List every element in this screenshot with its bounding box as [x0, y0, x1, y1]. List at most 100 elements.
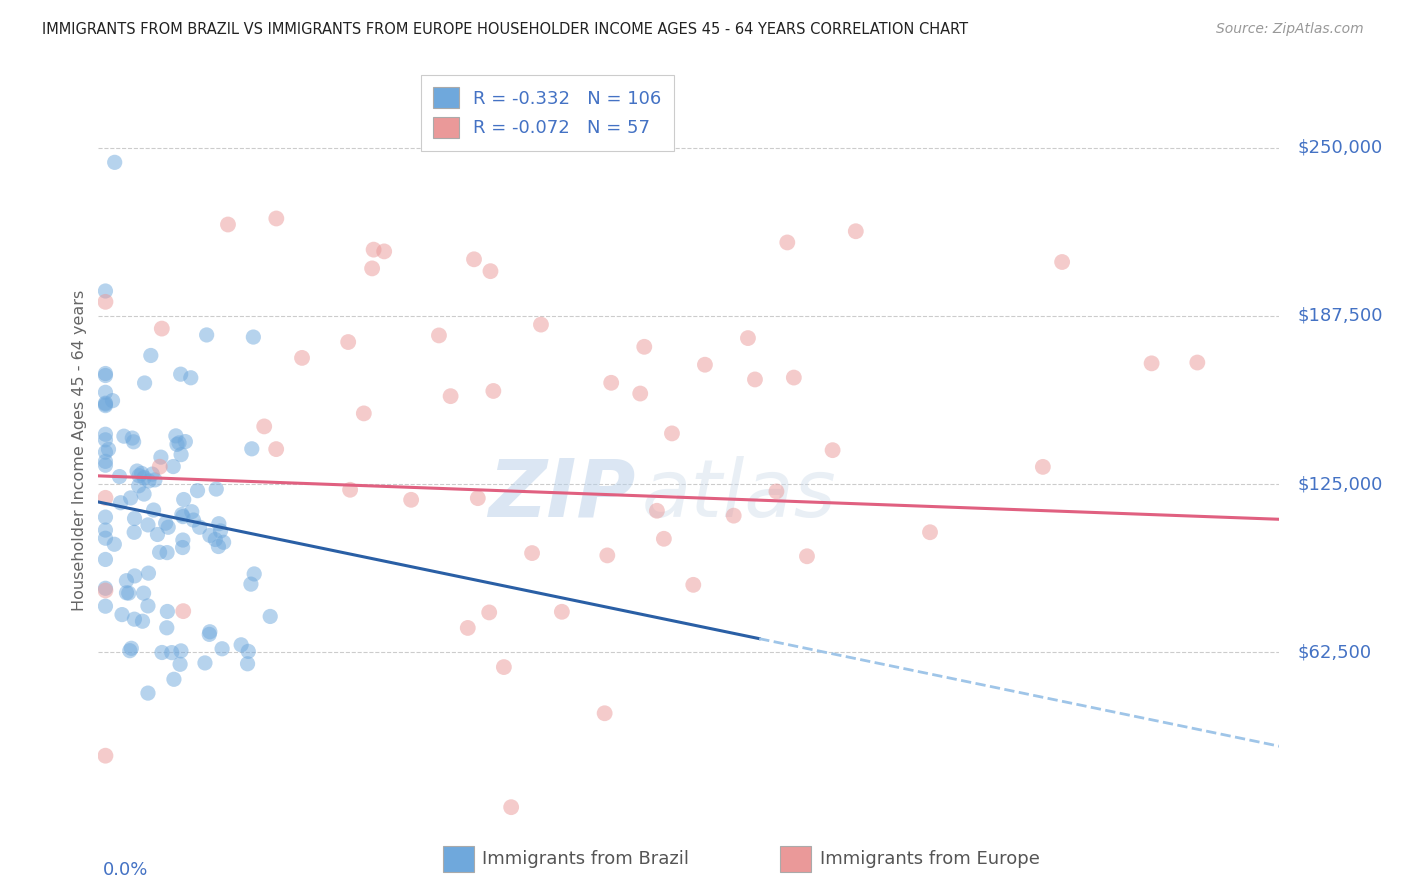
- Point: [467, 491, 489, 505]
- Point: [141, 467, 163, 481]
- Point: [120, 491, 142, 505]
- Point: [134, 376, 156, 390]
- Point: [131, 614, 153, 628]
- Point: [628, 386, 651, 401]
- Point: [399, 492, 422, 507]
- Point: [156, 546, 179, 560]
- Point: [1050, 255, 1073, 269]
- Point: [124, 569, 146, 583]
- Bar: [780, 846, 811, 872]
- Point: [94, 284, 117, 298]
- Text: Immigrants from Brazil: Immigrants from Brazil: [482, 850, 689, 868]
- Point: [110, 496, 132, 510]
- Point: [501, 800, 523, 814]
- Point: [243, 566, 266, 581]
- Point: [104, 155, 127, 169]
- Point: [530, 318, 553, 332]
- Point: [108, 469, 131, 483]
- Point: [149, 545, 172, 559]
- Point: [291, 351, 314, 365]
- Point: [101, 393, 124, 408]
- Point: [94, 491, 117, 505]
- Point: [173, 492, 195, 507]
- Point: [132, 586, 155, 600]
- Point: [94, 582, 117, 596]
- Point: [155, 516, 177, 530]
- Point: [160, 646, 183, 660]
- Text: atlas: atlas: [641, 456, 837, 534]
- Point: [94, 399, 117, 413]
- Point: [551, 605, 574, 619]
- Text: $62,500: $62,500: [1298, 643, 1371, 661]
- Point: [600, 376, 623, 390]
- Point: [205, 482, 228, 496]
- Point: [162, 459, 184, 474]
- Point: [195, 328, 218, 343]
- Point: [821, 443, 844, 458]
- Point: [172, 509, 194, 524]
- Point: [633, 340, 655, 354]
- Point: [128, 468, 150, 483]
- Point: [198, 627, 221, 641]
- Point: [170, 644, 193, 658]
- Point: [240, 442, 263, 456]
- Point: [373, 244, 395, 259]
- Point: [172, 533, 194, 547]
- Point: [492, 660, 515, 674]
- Point: [259, 609, 281, 624]
- Point: [479, 264, 502, 278]
- Point: [198, 528, 221, 542]
- Point: [112, 429, 135, 443]
- Point: [242, 330, 264, 344]
- Point: [139, 349, 162, 363]
- Point: [209, 524, 232, 538]
- Point: [125, 464, 148, 478]
- Point: [1032, 459, 1054, 474]
- Point: [94, 454, 117, 468]
- Point: [94, 433, 117, 447]
- Point: [1187, 355, 1209, 369]
- Point: [470, 100, 492, 114]
- Point: [796, 549, 818, 564]
- Point: [115, 586, 138, 600]
- Point: [918, 525, 941, 540]
- Point: [457, 621, 479, 635]
- Point: [593, 706, 616, 721]
- Text: IMMIGRANTS FROM BRAZIL VS IMMIGRANTS FROM EUROPE HOUSEHOLDER INCOME AGES 45 - 64: IMMIGRANTS FROM BRAZIL VS IMMIGRANTS FRO…: [42, 22, 969, 37]
- Point: [94, 445, 117, 459]
- Point: [172, 604, 194, 618]
- Point: [118, 643, 141, 657]
- Point: [94, 396, 117, 410]
- Point: [520, 546, 543, 560]
- Point: [208, 516, 231, 531]
- Point: [231, 638, 253, 652]
- Point: [94, 552, 117, 566]
- Point: [188, 520, 211, 534]
- Point: [238, 644, 260, 658]
- Point: [723, 508, 745, 523]
- Point: [150, 321, 173, 335]
- Point: [186, 483, 208, 498]
- Point: [439, 389, 461, 403]
- Point: [645, 504, 668, 518]
- Point: [94, 510, 117, 524]
- Text: Source: ZipAtlas.com: Source: ZipAtlas.com: [1216, 22, 1364, 37]
- Point: [138, 566, 160, 581]
- Point: [693, 358, 716, 372]
- Bar: [443, 846, 474, 872]
- Point: [253, 419, 276, 434]
- Point: [128, 479, 150, 493]
- Point: [172, 541, 194, 555]
- Point: [143, 473, 166, 487]
- Point: [211, 641, 233, 656]
- Point: [94, 368, 117, 383]
- Point: [682, 578, 704, 592]
- Point: [361, 261, 384, 276]
- Point: [94, 385, 117, 400]
- Point: [180, 371, 202, 385]
- Point: [596, 549, 619, 563]
- Point: [94, 531, 117, 545]
- Point: [737, 331, 759, 345]
- Point: [94, 599, 117, 614]
- Point: [264, 442, 287, 456]
